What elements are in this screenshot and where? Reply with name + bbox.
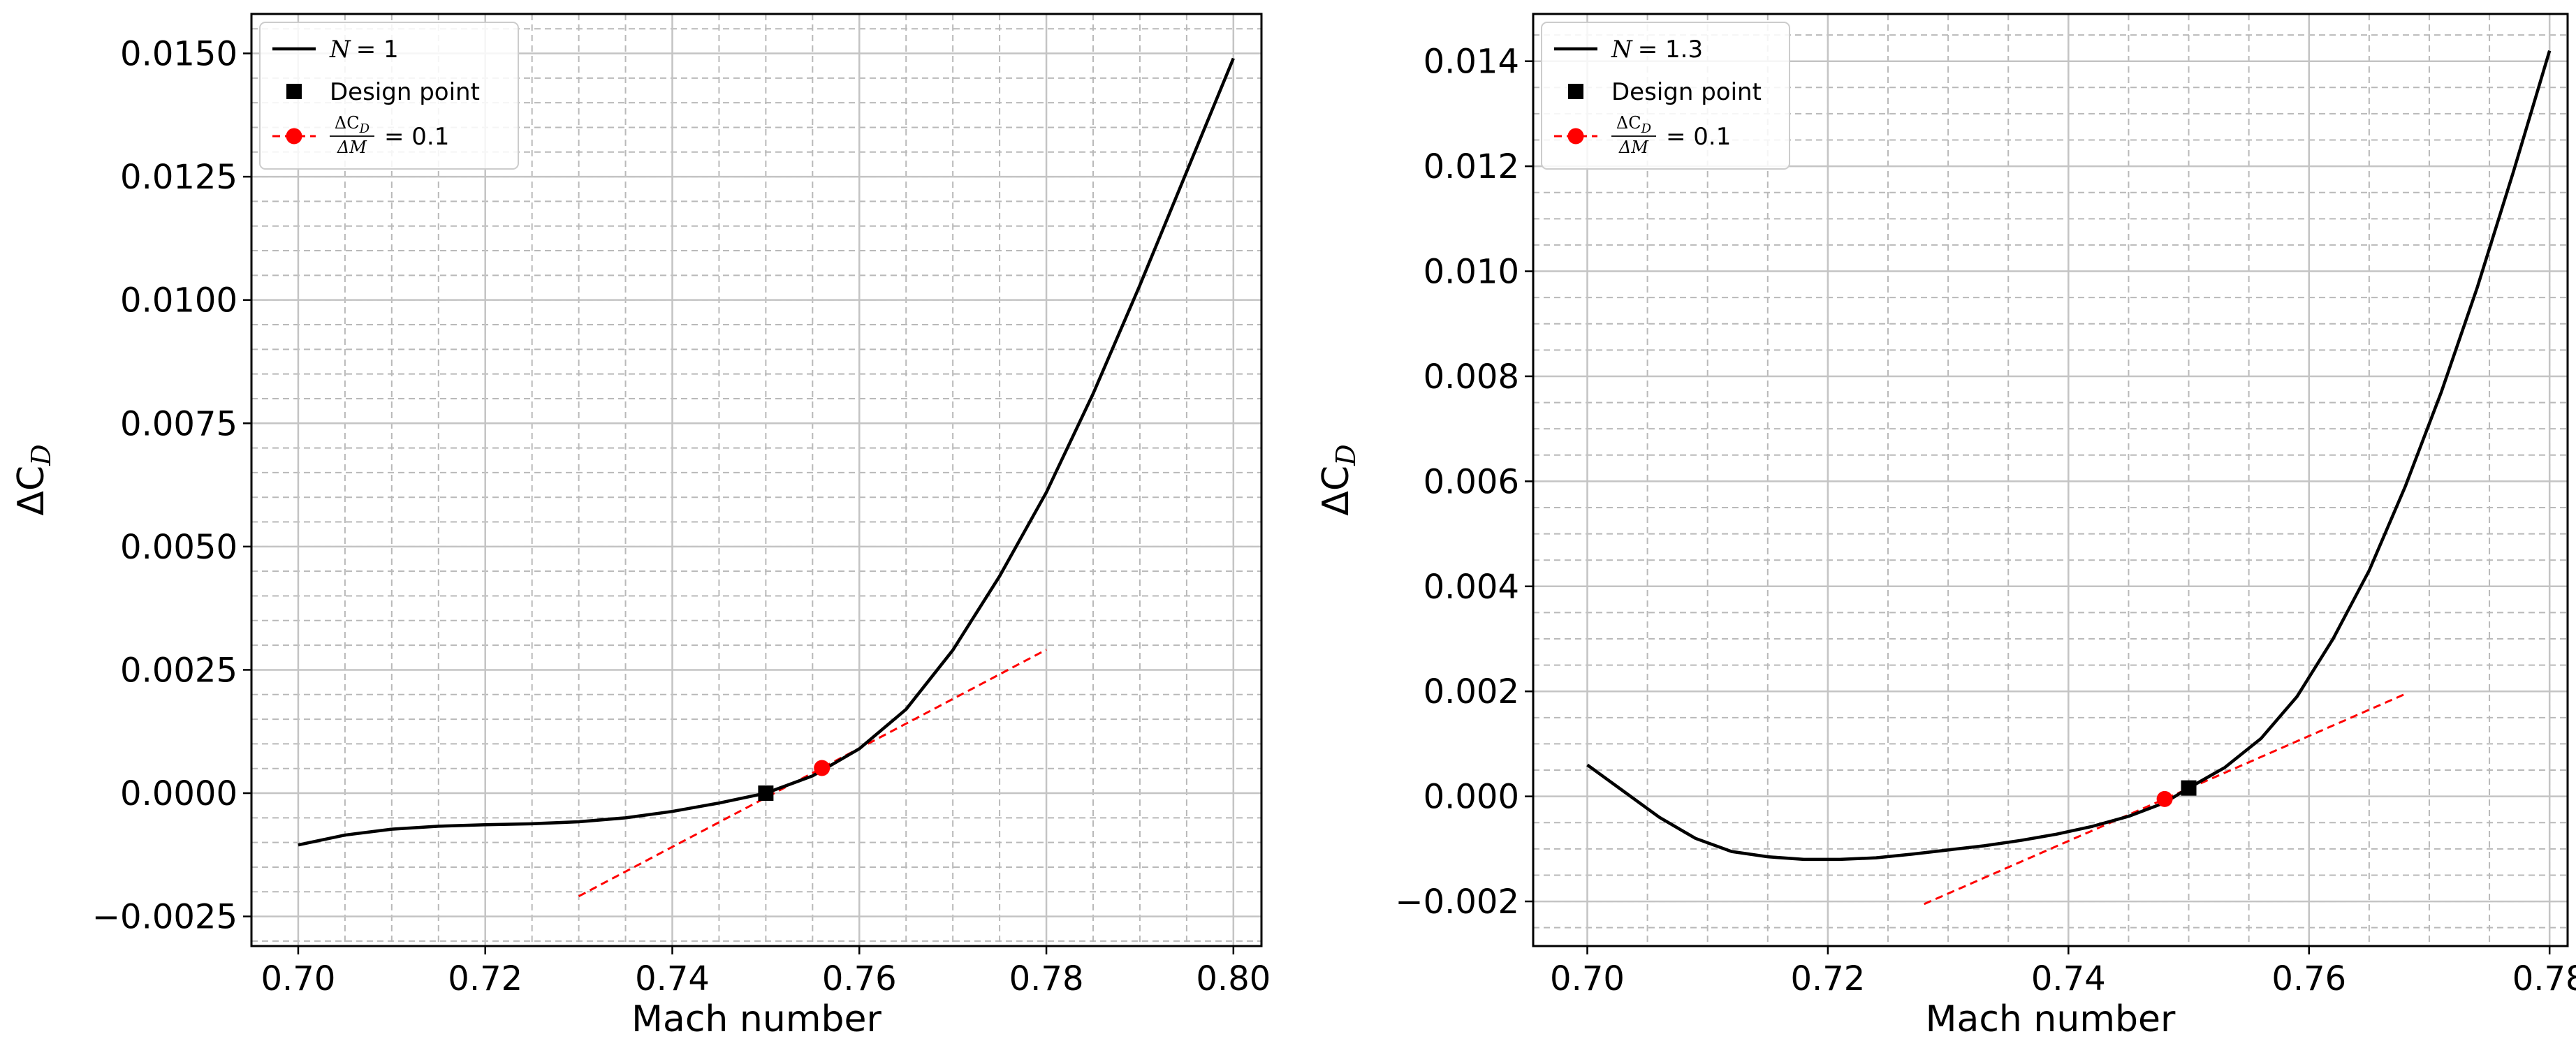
- legend-frac-denominator: ΔM: [337, 138, 367, 157]
- legend-label-slope-value: = 0.1: [384, 123, 449, 151]
- y-axis-label-main: ΔC: [1315, 466, 1357, 516]
- y-axis-label: ΔCD: [10, 444, 57, 515]
- legend-label-curve: N = 1: [329, 36, 399, 64]
- x-tick-label: 0.70: [261, 959, 336, 998]
- x-axis-label: Mach number: [631, 998, 881, 1040]
- y-axis-label-main: ΔC: [10, 466, 52, 516]
- left-chart: 0.70 0.72 0.74 0.76 0.78 0.80 −0.0025 0.0000 0.0…: [10, 13, 1271, 1040]
- legend: N = 1 Design point ΔCD ΔM = 0.1: [259, 22, 519, 170]
- slope-line: [578, 649, 1047, 897]
- x-tick-label: 0.74: [635, 959, 710, 998]
- x-tick-label: 0.70: [1550, 959, 1625, 998]
- y-tick-label: 0.0125: [120, 158, 237, 197]
- x-axis-label: Mach number: [1926, 998, 2176, 1040]
- axes-frame: [250, 13, 1263, 947]
- design-point-marker: [758, 785, 774, 802]
- y-tick-label: 0.006: [1424, 462, 1519, 501]
- y-tick-label: −0.002: [1395, 883, 1519, 922]
- x-tick-label: 0.78: [2512, 959, 2576, 998]
- design-point-marker: [2181, 780, 2197, 796]
- major-grid: [251, 14, 1261, 946]
- legend-frac-denominator: ΔM: [1618, 138, 1649, 157]
- right-chart: 0.70 0.72 0.74 0.76 0.78 −0.002 0.000 0.002 0.00…: [1315, 13, 2576, 1040]
- legend-square-swatch: [286, 84, 302, 99]
- legend-box: [1541, 22, 1790, 170]
- y-tick-label: 0.012: [1424, 147, 1519, 186]
- legend-frac-num-sub: D: [359, 121, 370, 136]
- x-tick-label: 0.76: [822, 959, 897, 998]
- slope-point-marker: [2156, 790, 2173, 807]
- y-tick-label: −0.0025: [92, 898, 237, 937]
- y-tick-label: 0.010: [1424, 253, 1519, 292]
- y-tick-label: 0.008: [1424, 357, 1519, 397]
- y-axis-label-sub: D: [1331, 444, 1361, 466]
- y-tick-label: 0.0050: [120, 528, 237, 567]
- y-tick-label: 0.014: [1424, 43, 1519, 82]
- y-tick-label: 0.000: [1424, 778, 1519, 817]
- legend-label-value: = 1.3: [1638, 36, 1703, 64]
- x-tick-label: 0.74: [2031, 959, 2106, 998]
- legend-frac-num-sub: D: [1641, 121, 1652, 136]
- x-tick-label: 0.72: [448, 959, 522, 998]
- legend-label-curve: N = 1.3: [1611, 36, 1703, 64]
- legend-frac-numerator: ΔCD: [335, 113, 370, 136]
- legend-label-design-point: Design point: [330, 78, 480, 106]
- y-tick-label: 0.004: [1424, 568, 1519, 607]
- y-tick-label: 0.0100: [120, 281, 237, 320]
- legend-circle-swatch: [286, 128, 302, 145]
- legend-label-var: N: [1611, 36, 1633, 64]
- legend: N = 1.3 Design point ΔCD ΔM = 0.1: [1541, 22, 1790, 170]
- legend-label-value: = 1: [356, 36, 399, 64]
- axes-frame: [1532, 13, 2569, 947]
- legend-circle-swatch: [1567, 128, 1584, 145]
- legend-label-design-point: Design point: [1611, 78, 1762, 106]
- y-tick-label: 0.0025: [120, 651, 237, 690]
- y-tick-label: 0.002: [1424, 672, 1519, 711]
- legend-label-var: N: [329, 36, 351, 64]
- legend-box: [259, 22, 519, 170]
- y-axis-label-sub: D: [26, 444, 57, 466]
- legend-frac-num-main: ΔC: [335, 113, 360, 133]
- legend-square-swatch: [1568, 84, 1583, 99]
- x-tick-label: 0.80: [1196, 959, 1271, 998]
- legend-frac-numerator: ΔCD: [1616, 113, 1652, 136]
- x-tick-label: 0.72: [1790, 959, 1865, 998]
- y-axis-label: ΔCD: [1315, 444, 1361, 515]
- y-tick-label: 0.0075: [120, 404, 237, 443]
- legend-frac-num-main: ΔC: [1616, 113, 1641, 133]
- y-tick-label: 0.0000: [120, 774, 237, 813]
- x-tick-label: 0.76: [2271, 959, 2346, 998]
- legend-label-slope-value: = 0.1: [1666, 123, 1731, 151]
- slope-point-marker: [814, 760, 830, 776]
- y-tick-label: 0.0150: [120, 35, 237, 74]
- x-tick-label: 0.78: [1009, 959, 1084, 998]
- drag-curve-line: [1586, 50, 2552, 862]
